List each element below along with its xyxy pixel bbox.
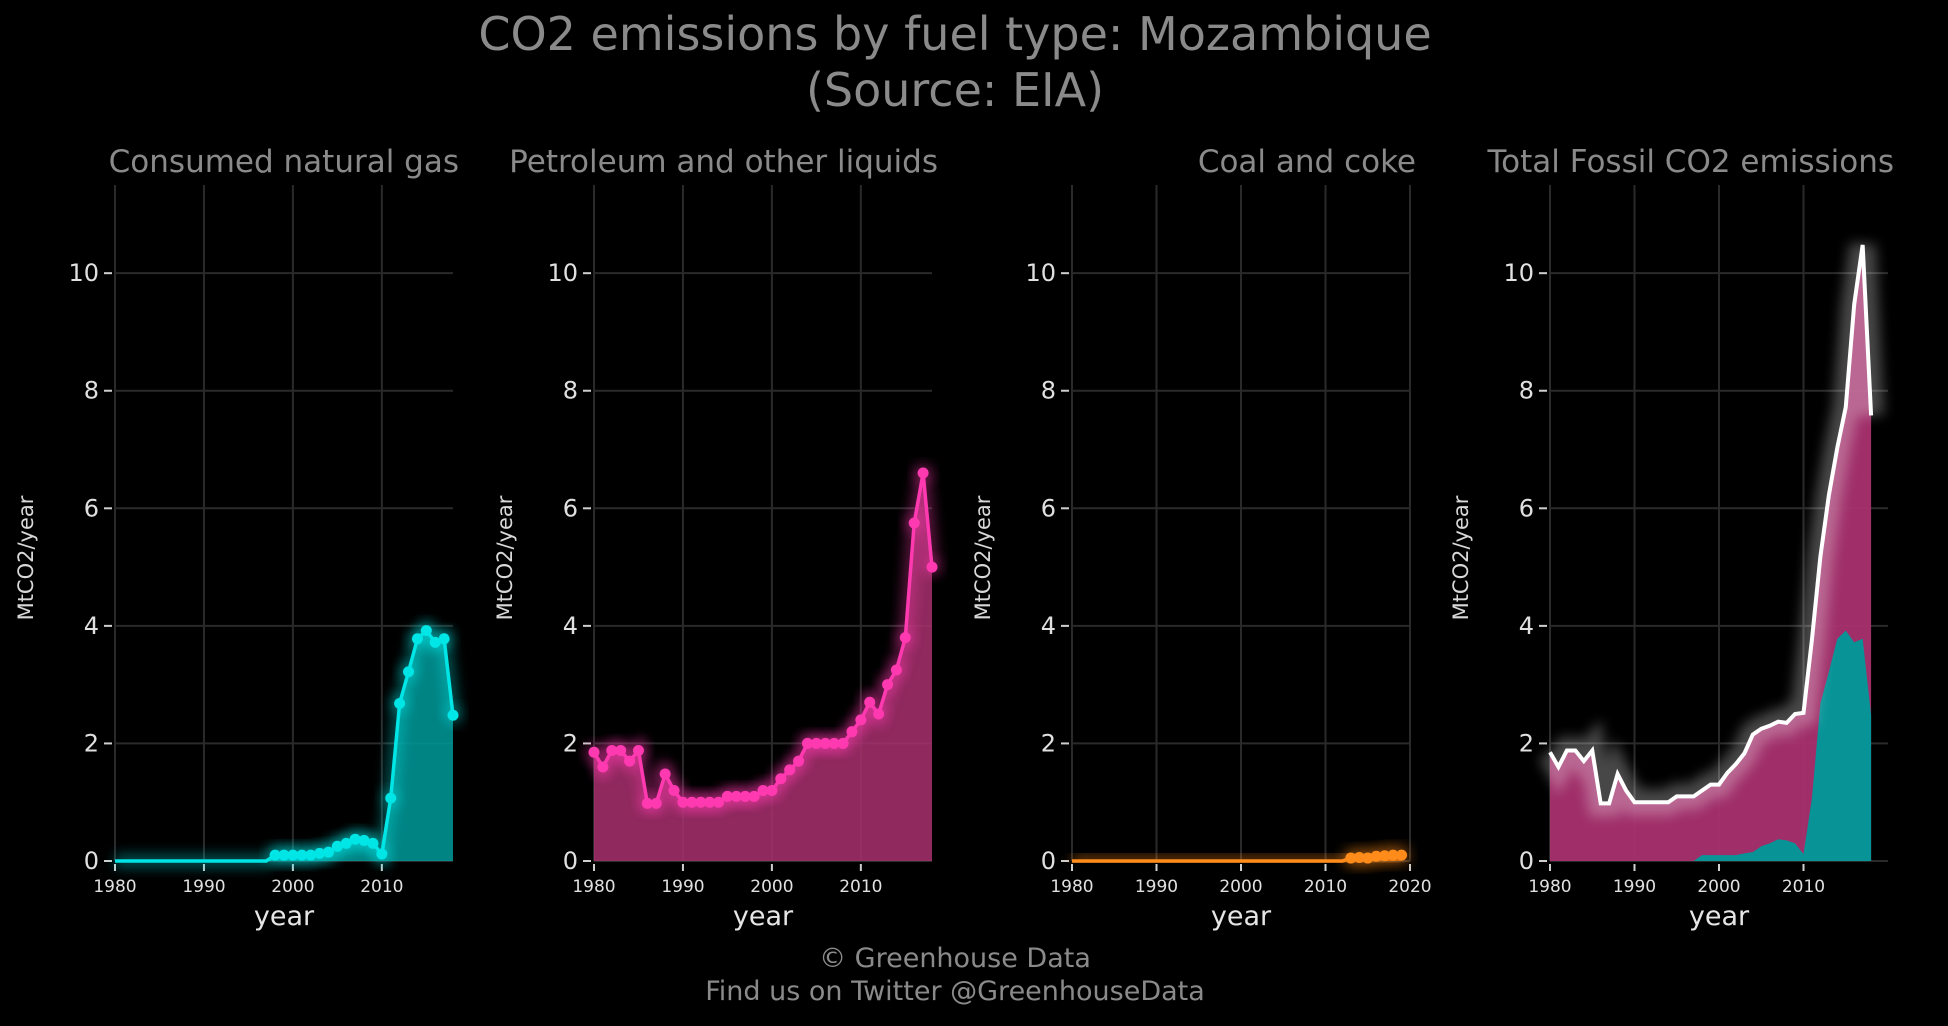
y-tick-label: 6 (563, 494, 578, 522)
y-tick-label: 4 (84, 612, 99, 640)
x-tick-label: 1990 (661, 877, 704, 897)
x-tick-label: 1990 (1613, 877, 1656, 897)
data-point (420, 625, 432, 637)
data-point (793, 755, 805, 767)
data-point (650, 797, 662, 809)
y-tick-label: 10 (1503, 259, 1534, 287)
footer-copyright: © Greenhouse Data (819, 943, 1091, 974)
y-tick-label: 4 (563, 612, 578, 640)
y-tick-label: 2 (1041, 729, 1056, 757)
y-axis-label: MtCO2/year (493, 495, 517, 620)
x-axis-label: year (1211, 901, 1272, 932)
data-point (864, 696, 876, 708)
x-tick-label: 2020 (1388, 877, 1431, 897)
y-tick-label: 2 (84, 729, 99, 757)
x-tick-label: 1990 (1135, 877, 1178, 897)
data-point (668, 784, 680, 796)
y-tick-label: 6 (1041, 494, 1056, 522)
x-axis-label: year (733, 901, 794, 932)
data-point (908, 517, 920, 529)
figure-title-line1: CO2 emissions by fuel type: Mozambique (478, 7, 1432, 61)
y-tick-label: 8 (1519, 377, 1534, 405)
y-tick-label: 2 (1519, 729, 1534, 757)
data-point (438, 633, 450, 645)
y-tick-label: 10 (547, 259, 578, 287)
x-tick-label: 2000 (750, 877, 793, 897)
figure-title-line2: (Source: EIA) (805, 63, 1105, 117)
x-axis-label: year (254, 901, 315, 932)
x-tick-label: 2010 (839, 877, 882, 897)
x-tick-label: 1990 (182, 877, 225, 897)
data-point (846, 726, 858, 738)
total-gas-area (1550, 630, 1872, 861)
x-axis-label: year (1689, 901, 1750, 932)
y-axis-label: MtCO2/year (971, 495, 995, 620)
x-tick-label: 2010 (360, 877, 403, 897)
x-tick-label: 2010 (1304, 877, 1347, 897)
y-tick-label: 0 (1041, 847, 1056, 875)
data-point (597, 761, 609, 773)
panel-3: Coal and coke 0 2 4 6 8 10 1980 1990 2000 2010 2020… (971, 144, 1432, 932)
data-point (632, 744, 644, 756)
panel-4: Total Fossil CO2 emissions 0 2 4 6 8 10 1980 199… (1449, 144, 1894, 932)
x-tick-label: 1980 (1050, 877, 1093, 897)
data-point (659, 768, 671, 780)
y-tick-label: 6 (1519, 494, 1534, 522)
x-tick-label: 2010 (1782, 877, 1825, 897)
data-point (1396, 849, 1408, 861)
x-tick-label: 1980 (93, 877, 136, 897)
data-point (766, 784, 778, 796)
figure-title: CO2 emissions by fuel type: Mozambique (… (0, 6, 1910, 118)
data-point (837, 737, 849, 749)
footer: © Greenhouse Data Find us on Twitter @Gr… (0, 942, 1910, 1008)
data-point (899, 632, 911, 644)
x-tick-label: 2000 (271, 877, 314, 897)
series-area (594, 473, 932, 861)
data-point (855, 714, 867, 726)
data-point (588, 746, 600, 758)
panel-2: Petroleum and other liquids 0 2 4 6 8 10 1980 19… (493, 144, 942, 932)
y-axis-label: MtCO2/year (14, 495, 38, 620)
y-tick-label: 6 (84, 494, 99, 522)
y-tick-label: 4 (1041, 612, 1056, 640)
y-tick-label: 8 (84, 377, 99, 405)
data-point (873, 708, 885, 720)
data-point (447, 709, 459, 721)
data-point (394, 697, 406, 709)
x-tick-label: 1980 (1528, 877, 1571, 897)
y-tick-label: 2 (563, 729, 578, 757)
panel-1: Consumed natural gas 0 2 4 6 8 10 1980 1990 2000 2… (14, 144, 463, 932)
data-point (890, 664, 902, 676)
x-tick-label: 1980 (572, 877, 615, 897)
panel-title: Total Fossil CO2 emissions (1486, 144, 1894, 180)
y-tick-label: 10 (68, 259, 99, 287)
y-tick-label: 10 (1025, 259, 1056, 287)
x-tick-label: 2000 (1697, 877, 1740, 897)
y-tick-label: 0 (563, 847, 578, 875)
y-tick-label: 0 (1519, 847, 1534, 875)
y-tick-label: 0 (84, 847, 99, 875)
total-line (1548, 244, 1874, 806)
y-tick-label: 8 (1041, 377, 1056, 405)
panel-title: Petroleum and other liquids (509, 144, 938, 180)
y-tick-label: 8 (563, 377, 578, 405)
footer-twitter: Find us on Twitter @GreenhouseData (705, 976, 1205, 1007)
data-point (882, 679, 894, 691)
data-point (403, 666, 415, 678)
data-point (926, 561, 938, 573)
y-tick-label: 4 (1519, 612, 1534, 640)
y-axis-label: MtCO2/year (1449, 495, 1473, 620)
panel-title: Coal and coke (1198, 144, 1416, 180)
x-tick-label: 2000 (1219, 877, 1262, 897)
panel-title: Consumed natural gas (109, 144, 459, 180)
data-point (917, 467, 929, 479)
data-point (376, 848, 388, 860)
data-point (385, 792, 397, 804)
